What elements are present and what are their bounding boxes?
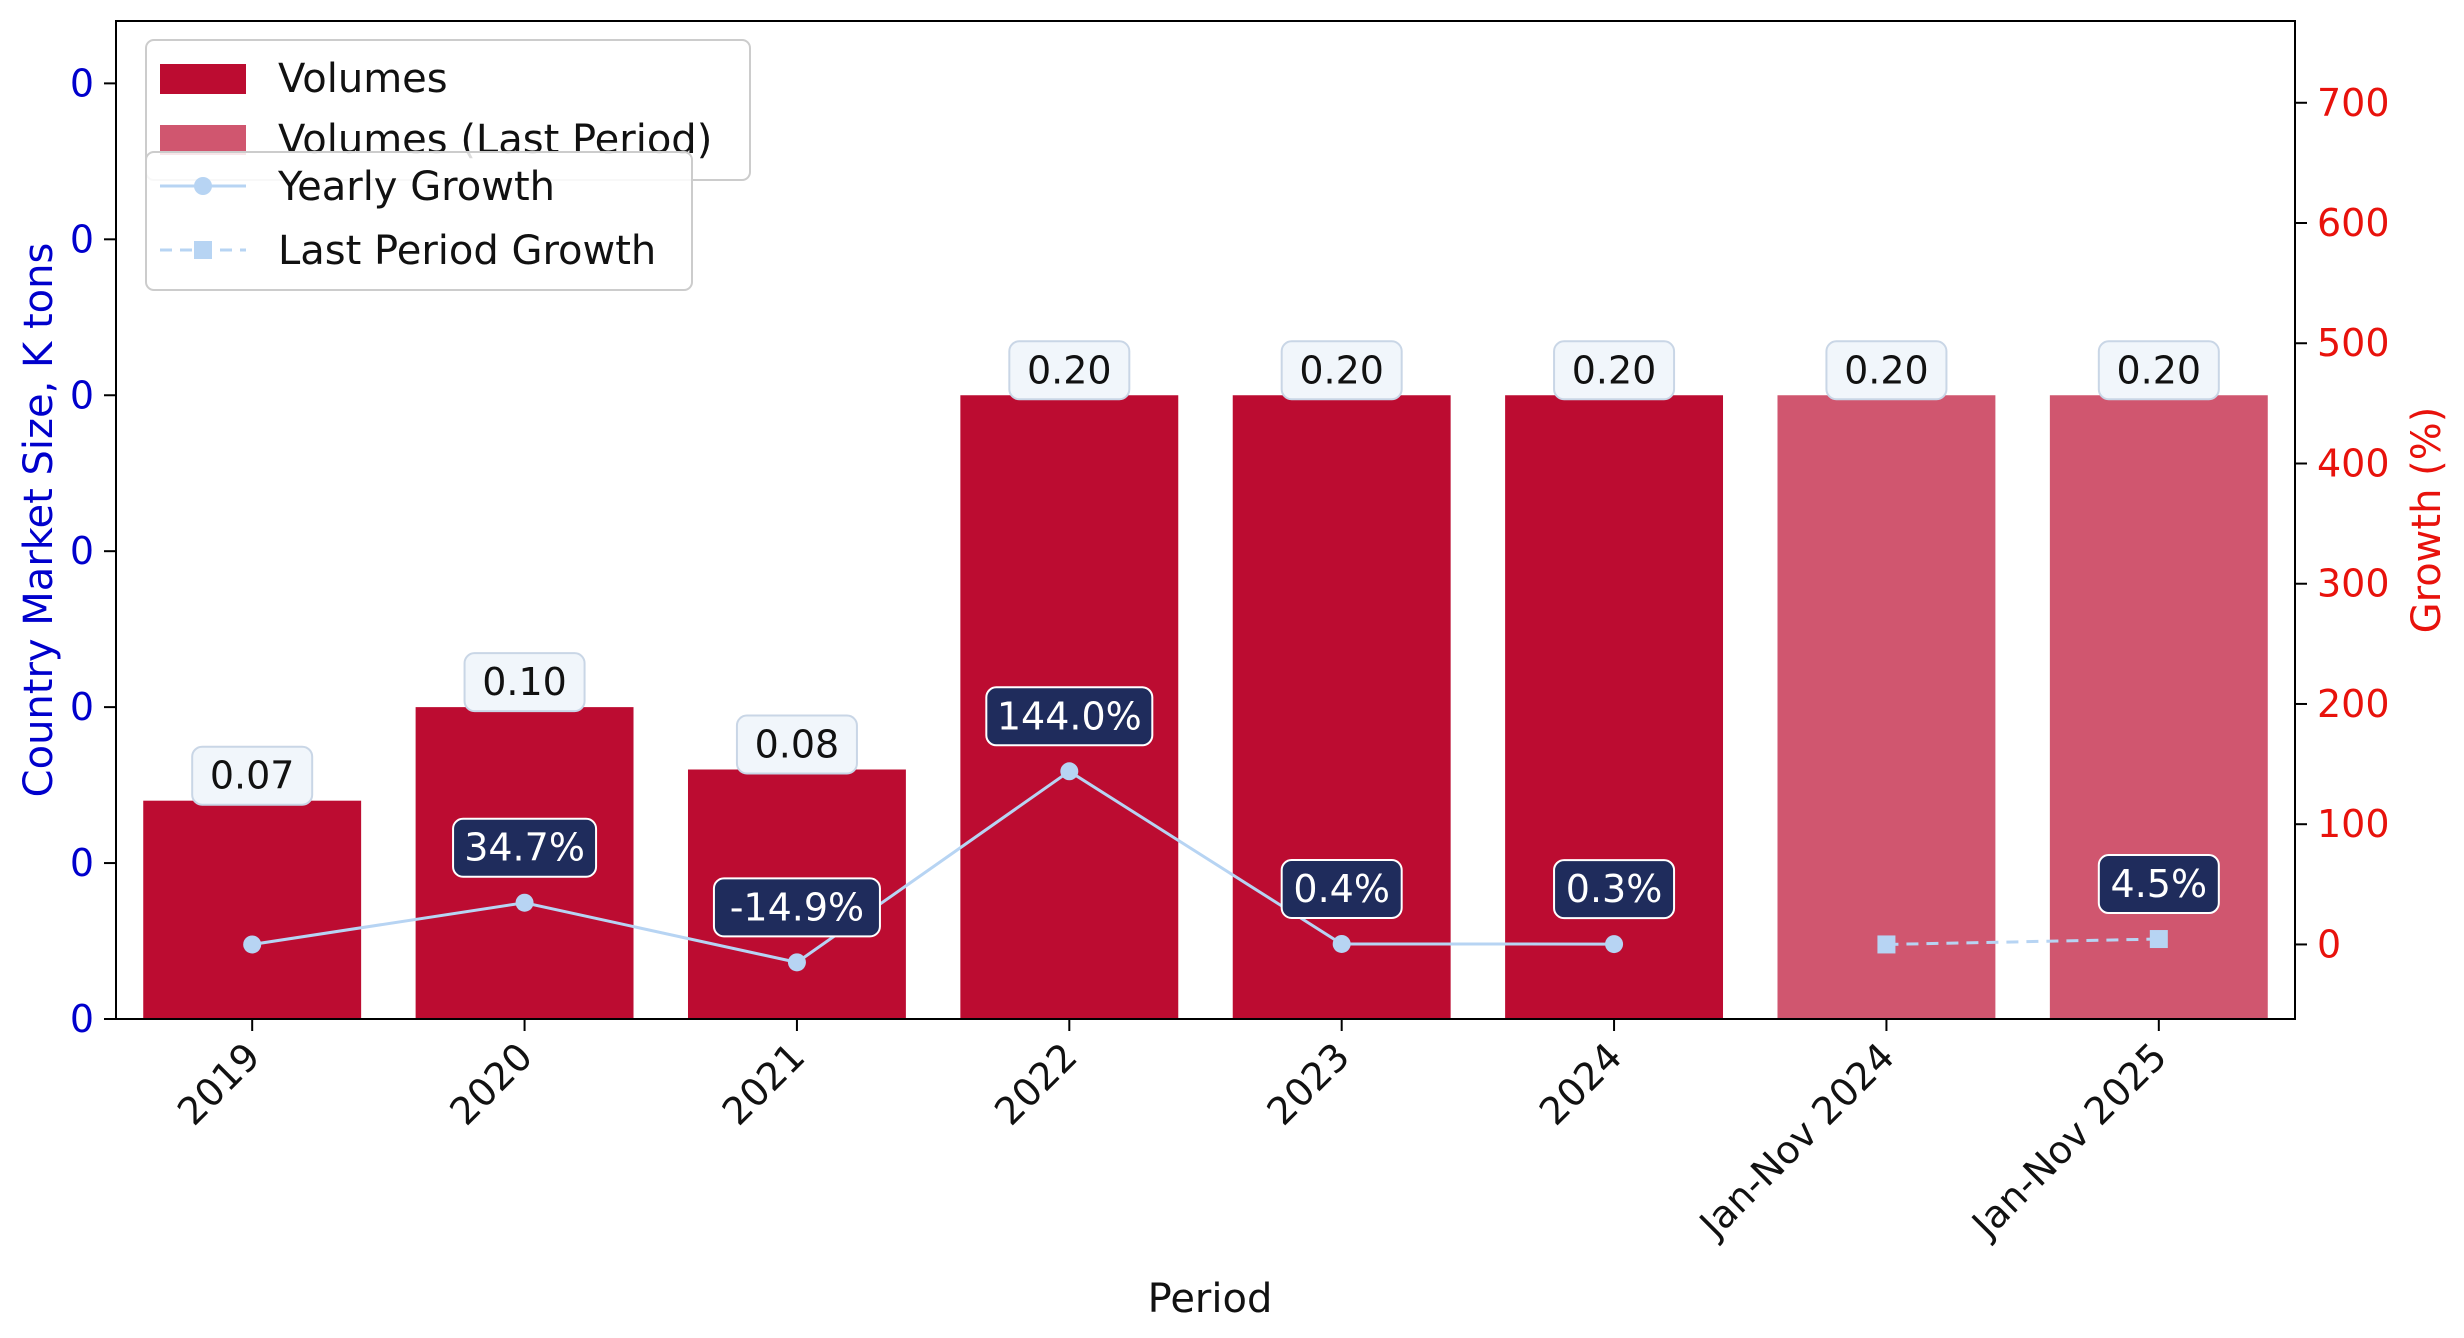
right-axis-tick-label: 400 <box>2317 441 2390 485</box>
yearly-growth-line <box>251 769 1615 964</box>
volume-label-box <box>735 714 858 775</box>
volume-label-box <box>1280 340 1403 401</box>
x-axis-tick-label: 2022 <box>986 1034 1086 1134</box>
yearly-growth-label: -14.9% <box>712 877 881 938</box>
yearly-growth-point <box>515 893 534 912</box>
bar-2023 <box>1232 395 1451 1019</box>
right-axis-title: Growth (%) <box>2404 407 2450 634</box>
volume-label-text: 0.20 <box>2117 348 2202 392</box>
legend-lines: Yearly Growth Last Period Growth <box>145 151 693 291</box>
last-period-growth-line <box>1886 937 2159 946</box>
volume-label: 0.20 <box>1825 340 1948 401</box>
right-axis-tick-label: 200 <box>2317 682 2390 726</box>
x-axis-title: Period <box>1148 1276 1273 1322</box>
yearly-growth-label-text: -14.9% <box>730 885 864 929</box>
right-axis-tick-label: 100 <box>2317 802 2390 846</box>
yearly-growth-label: 0.3% <box>1553 859 1676 920</box>
yearly-growth-label-box <box>1280 858 1403 919</box>
legend-marker-last-period-growth <box>194 241 212 259</box>
yearly-growth-label-box <box>1553 859 1676 920</box>
last-period-growth-label-text: 4.5% <box>2111 862 2208 906</box>
legend-label-yearly-growth: Yearly Growth <box>277 164 555 210</box>
data-labels-layer: 0.07 0.10 0.08 0.20 0.20 0.20 0.20 0.20 34.7% -14… <box>191 340 2220 938</box>
volume-label-text: 0.20 <box>1844 348 1929 392</box>
yearly-growth-label-box <box>712 877 881 938</box>
yearly-growth-label-text: 34.7% <box>464 826 585 870</box>
left-axis-tick-label: 0 <box>70 685 94 729</box>
bar-jan-nov-2025 <box>2049 395 2268 1019</box>
legend-lines-frame <box>145 151 693 291</box>
legend-swatch-volumes <box>160 64 246 94</box>
last-period-growth-point <box>2149 930 2168 949</box>
x-axis-tick-label: 2020 <box>441 1034 541 1134</box>
left-axis-tick-label: 0 <box>70 61 94 105</box>
left-axis-tick-label: 0 <box>70 841 94 885</box>
volume-label-box <box>2097 340 2220 401</box>
right-axis-tick-label: 700 <box>2317 81 2390 125</box>
last-period-growth-point <box>1877 935 1896 954</box>
yearly-growth-point <box>787 953 806 972</box>
left-axis-tick-label: 0 <box>70 997 94 1041</box>
yearly-growth-label: 144.0% <box>985 686 1154 747</box>
last-period-growth-label-box <box>2097 854 2220 915</box>
volume-label: 0.07 <box>191 745 314 806</box>
volume-label: 0.08 <box>735 714 858 775</box>
right-axis-tick-label: 0 <box>2317 922 2341 966</box>
x-axis-tick-label: 2023 <box>1259 1034 1359 1134</box>
volume-label: 0.10 <box>463 652 586 713</box>
yearly-growth-label-text: 0.4% <box>1293 867 1390 911</box>
x-axis-tick-label: 2021 <box>714 1034 814 1134</box>
legend-label-last-period-growth: Last Period Growth <box>278 228 656 274</box>
yearly-growth-point <box>243 935 262 954</box>
volume-label-text: 0.10 <box>482 660 567 704</box>
volume-label: 0.20 <box>1553 340 1676 401</box>
left-axis-tick-label: 0 <box>70 373 94 417</box>
bars-layer <box>143 395 2268 1019</box>
left-axis-title: Country Market Size, K tons <box>16 243 62 798</box>
volume-label: 0.20 <box>1008 340 1131 401</box>
yearly-growth-label: 34.7% <box>452 817 598 878</box>
plot-frame <box>115 20 2296 1020</box>
right-axis-tick-label: 500 <box>2317 321 2390 365</box>
volume-label-text: 0.20 <box>1027 348 1112 392</box>
x-axis-tick-label: Jan-Nov 2024 <box>1690 1034 1903 1247</box>
volume-label-box <box>1825 340 1948 401</box>
yearly-growth-label-text: 0.3% <box>1566 867 1663 911</box>
volume-label: 0.20 <box>1280 340 1403 401</box>
bar-2024 <box>1505 395 1724 1019</box>
x-axis-tick-label: 2019 <box>169 1034 269 1134</box>
yearly-growth-label-text: 144.0% <box>997 694 1142 738</box>
yearly-growth-label-box <box>985 686 1154 747</box>
legend-swatch-volumes-last-period <box>160 125 246 155</box>
x-axis-tick-label: 2024 <box>1531 1034 1631 1134</box>
bar-2019 <box>143 800 362 1019</box>
volume-label-box <box>463 652 586 713</box>
volume-label-box <box>1553 340 1676 401</box>
left-axis-tick-label: 0 <box>70 217 94 261</box>
legend-marker-yearly-growth <box>194 177 212 195</box>
last-period-growth-label: 4.5% <box>2097 854 2220 915</box>
volume-label-text: 0.20 <box>1572 348 1657 392</box>
yearly-growth-label: 0.4% <box>1280 858 1403 919</box>
growth-lines-layer <box>243 762 2168 972</box>
right-axis-tick-label: 600 <box>2317 201 2390 245</box>
volume-label-box <box>1008 340 1131 401</box>
volume-label-text: 0.08 <box>755 723 840 767</box>
right-axis-tick-label: 300 <box>2317 562 2390 606</box>
yearly-growth-point <box>1060 762 1079 781</box>
yearly-growth-point <box>1332 934 1351 953</box>
yearly-growth-label-box <box>452 817 598 878</box>
volume-label-text: 0.20 <box>1299 348 1384 392</box>
yearly-growth-point <box>1605 935 1624 954</box>
left-axis-tick-label: 0 <box>70 529 94 573</box>
volume-label-text: 0.07 <box>210 754 295 798</box>
legend-label-volumes: Volumes <box>278 56 448 102</box>
volume-label: 0.20 <box>2097 340 2220 401</box>
volume-label-box <box>191 745 314 806</box>
bar-jan-nov-2024 <box>1777 395 1996 1019</box>
x-axis-tick-label: Jan-Nov 2025 <box>1962 1034 2175 1247</box>
